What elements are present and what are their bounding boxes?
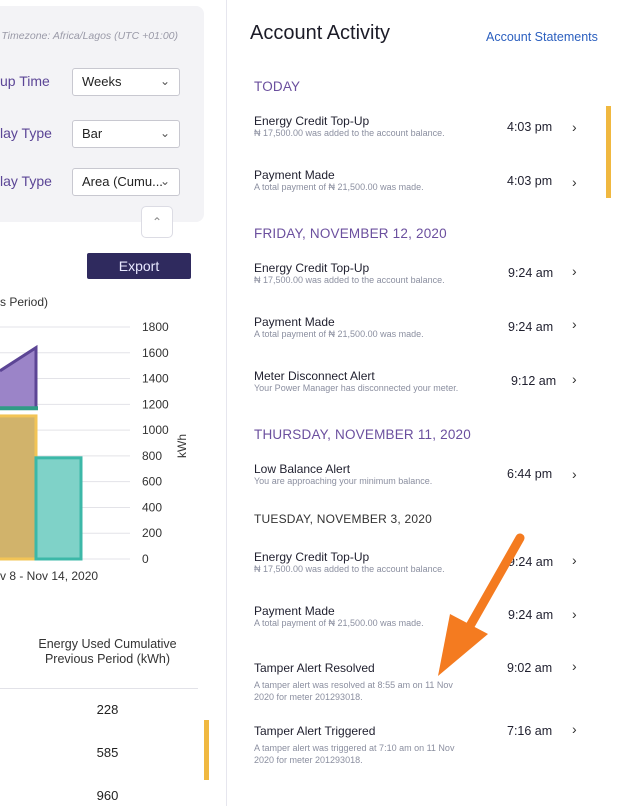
activity-description: A total payment of ₦ 21,500.00 was made. <box>254 618 424 628</box>
group-time-select[interactable]: Weeks ⌄ <box>72 68 180 96</box>
annotation-arrow-icon <box>438 533 525 676</box>
group-time-value: Weeks <box>82 74 122 89</box>
date-group-header: TODAY <box>254 79 301 94</box>
account-statements-link[interactable]: Account Statements <box>486 30 598 44</box>
chevron-right-icon[interactable]: › <box>572 371 577 387</box>
activity-description: A total payment of ₦ 21,500.00 was made. <box>254 182 424 192</box>
timezone-label: Timezone: Africa/Lagos (UTC +01:00) <box>1 30 178 42</box>
date-group-header: FRIDAY, NOVEMBER 12, 2020 <box>254 226 447 241</box>
display-type2-value: Area (Cumu... <box>82 174 163 189</box>
y-tick-label: 400 <box>142 500 162 514</box>
account-activity-panel: Account Activity Account Statements TODA… <box>227 0 632 806</box>
chevron-down-icon: ⌄ <box>159 174 170 188</box>
y-tick-label: 1200 <box>142 397 169 411</box>
display-type2-label: lay Type <box>0 173 52 189</box>
activity-title: Low Balance Alert <box>254 462 351 476</box>
display-type2-select[interactable]: Area (Cumu... ⌄ <box>72 168 180 196</box>
activity-time: 6:44 pm <box>507 467 553 481</box>
activity-time: 9:12 am <box>511 374 557 388</box>
chevron-right-icon[interactable]: › <box>572 316 577 332</box>
table-cell: 960 <box>96 788 119 803</box>
y-tick-label: 1400 <box>142 372 169 386</box>
activity-description: A total payment of ₦ 21,500.00 was made. <box>254 329 424 339</box>
activity-title: Payment Made <box>254 604 335 618</box>
activity-time: 4:03 pm <box>507 120 553 134</box>
activity-description: Your Power Manager has disconnected your… <box>254 383 459 393</box>
activity-description: You are approaching your minimum balance… <box>254 476 433 486</box>
activity-time: 9:24 am <box>508 266 554 280</box>
activity-description: A tamper alert was triggered at 7:10 am … <box>254 743 455 765</box>
y-tick-label: 1600 <box>142 346 169 360</box>
series-label: s Period) <box>0 295 49 309</box>
activity-title: Energy Credit Top-Up <box>254 550 370 564</box>
date-group-header: TUESDAY, NOVEMBER 3, 2020 <box>254 512 432 526</box>
y-tick-label: 1800 <box>142 320 169 334</box>
activity-time: 4:03 pm <box>507 174 553 188</box>
activity-title: Energy Credit Top-Up <box>254 114 370 128</box>
chevron-up-icon: ⌃ <box>151 215 163 229</box>
bar <box>0 414 38 561</box>
x-axis-label: v 8 - Nov 14, 2020 <box>0 569 99 583</box>
table-cell: 228 <box>96 702 119 717</box>
y-tick-label: 200 <box>142 526 162 540</box>
report-settings: Timezone: Africa/Lagos (UTC +01:00) up T… <box>0 6 204 222</box>
activity-title: Payment Made <box>254 315 335 329</box>
chevron-right-icon[interactable]: › <box>572 263 577 279</box>
activity-description: A tamper alert was resolved at 8:55 am o… <box>254 680 453 702</box>
y-tick-label: 600 <box>142 475 162 489</box>
activity-description: ₦ 17,500.00 was added to the account bal… <box>254 564 445 574</box>
activity-time: 7:16 am <box>507 724 553 738</box>
activity-title: Tamper Alert Triggered <box>254 724 376 738</box>
y-tick-label: 800 <box>142 449 162 463</box>
y-tick-label: 1000 <box>142 423 169 437</box>
scroll-indicator[interactable] <box>606 106 611 198</box>
chevron-down-icon: ⌄ <box>159 74 170 88</box>
activity-time: 9:24 am <box>508 608 554 622</box>
panel-divider <box>226 0 227 806</box>
chevron-right-icon[interactable]: › <box>572 606 577 622</box>
activity-time: 9:24 am <box>508 320 554 334</box>
activity-title: Meter Disconnect Alert <box>254 369 375 383</box>
chevron-right-icon[interactable]: › <box>572 658 577 674</box>
group-time-label: up Time <box>0 73 50 89</box>
display-type-label: lay Type <box>0 125 52 141</box>
y-axis-label: kWh <box>175 434 189 458</box>
page-title: Account Activity <box>250 22 391 44</box>
chevron-right-icon[interactable]: › <box>572 174 577 190</box>
table-divider <box>0 688 198 689</box>
activity-description: ₦ 17,500.00 was added to the account bal… <box>254 128 445 138</box>
energy-chart: 0 200 400 600 800 1000 1200 1400 1600 1800 kWh <box>0 320 189 565</box>
display-type-value: Bar <box>82 126 103 141</box>
chevron-right-icon[interactable]: › <box>572 119 577 135</box>
export-button[interactable]: Export <box>87 253 191 279</box>
activity-time: 9:02 am <box>507 661 553 675</box>
activity-title: Tamper Alert Resolved <box>254 661 375 675</box>
area-line <box>0 344 38 409</box>
bar <box>34 456 83 561</box>
report-panel: Timezone: Africa/Lagos (UTC +01:00) up T… <box>0 0 226 806</box>
activity-time: 9:24 am <box>508 555 554 569</box>
display-type-select[interactable]: Bar ⌄ <box>72 120 180 148</box>
table-cell: 585 <box>96 745 119 760</box>
chevron-right-icon[interactable]: › <box>572 552 577 568</box>
date-group-header: THURSDAY, NOVEMBER 11, 2020 <box>254 427 471 442</box>
scroll-indicator[interactable] <box>204 720 209 780</box>
activity-title: Payment Made <box>254 168 335 182</box>
activity-title: Energy Credit Top-Up <box>254 261 370 275</box>
chevron-down-icon: ⌄ <box>159 126 170 140</box>
chevron-right-icon[interactable]: › <box>572 466 577 482</box>
table-header-cumulative-previous: Energy Used Cumulative Previous Period (… <box>38 637 177 666</box>
chevron-right-icon[interactable]: › <box>572 721 577 737</box>
area-series <box>0 347 36 409</box>
activity-description: ₦ 17,500.00 was added to the account bal… <box>254 275 445 285</box>
collapse-settings-button[interactable]: ⌃ <box>141 206 173 238</box>
y-tick-label: 0 <box>142 552 149 565</box>
